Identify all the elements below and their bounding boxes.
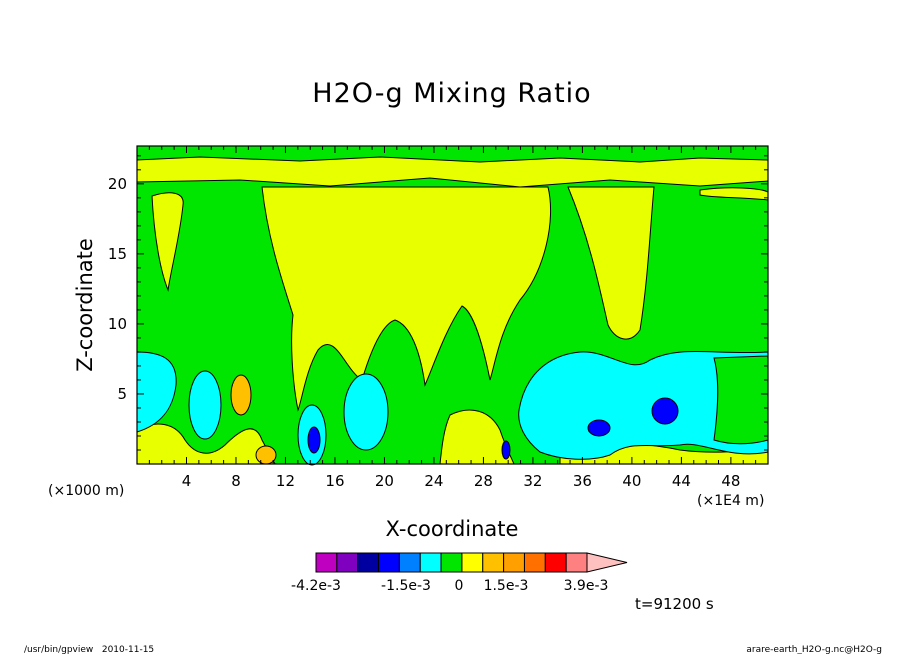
colorbar-swatch (419, 552, 442, 573)
contour-yellow-2 (567, 186, 655, 340)
colorbar-swatch (544, 552, 567, 573)
x-tick-label: 28 (474, 472, 493, 490)
colorbar-swatch (315, 552, 338, 573)
time-label: t=91200 s (635, 595, 714, 613)
x-tick-label: 24 (424, 472, 443, 490)
contour-yellow-center (261, 186, 552, 412)
y-tick-label: 5 (117, 385, 127, 403)
contour-cyan-5 (518, 351, 769, 460)
colorbar-swatch (461, 552, 484, 573)
plot-frame (136, 145, 769, 465)
x-tick-label: 4 (182, 472, 192, 490)
x-tick-label: 44 (672, 472, 691, 490)
contour-green-right (713, 355, 769, 445)
x-axis-label: X-coordinate (386, 517, 519, 541)
colorbar-label: -1.5e-3 (381, 578, 431, 594)
y-axis-label: Z-coordinate (73, 238, 97, 372)
x-tick-label: 16 (325, 472, 344, 490)
footer-right: arare-earth_H2O-g.nc@H2O-g (746, 645, 882, 654)
contour-blue-3 (587, 419, 611, 437)
colorbar-swatch (565, 552, 588, 573)
contour-cyan-2 (188, 370, 222, 440)
colorbar-label: 0 (455, 578, 464, 594)
y-tick-label: 15 (108, 245, 127, 263)
x-unit-label: (×1E4 m) (697, 493, 764, 509)
contour-yellow-bottom-left (136, 423, 276, 465)
footer-left: /usr/bin/gpview 2010-11-15 (24, 645, 154, 654)
colorbar-label: 3.9e-3 (564, 578, 609, 594)
colorbar-swatch (378, 552, 400, 573)
colorbar-label: 1.5e-3 (484, 578, 529, 594)
y-tick-label: 20 (108, 175, 127, 193)
colorbar-swatch (503, 552, 525, 573)
colorbar-swatch (336, 552, 359, 573)
x-tick-label: 8 (231, 472, 241, 490)
colorbar-swatch (440, 552, 463, 573)
contour-cyan-1 (136, 351, 177, 433)
x-tick-label: 36 (573, 472, 592, 490)
colorbar-labels: -4.2e-3 -1.5e-3 0 1.5e-3 3.9e-3 (291, 578, 608, 594)
x-axis: 4 8 12 16 20 24 28 32 36 40 44 48 (148, 146, 757, 490)
contour-yellow-1 (151, 192, 184, 292)
colorbar-label: -4.2e-3 (291, 578, 341, 594)
colorbar (315, 552, 628, 573)
contour-orange-1 (230, 374, 252, 416)
y-tick-label: 10 (108, 315, 127, 333)
contour-blue-2 (501, 440, 511, 460)
colorbar-swatch (523, 552, 546, 573)
contour-blue-1 (307, 426, 321, 454)
y-axis: 5 10 15 20 (108, 155, 768, 451)
contour-blue-4 (651, 397, 679, 425)
contour-cyan-4 (343, 373, 389, 451)
y-unit-label: (×1000 m) (48, 483, 124, 499)
x-tick-label: 40 (622, 472, 641, 490)
x-tick-label: 20 (375, 472, 394, 490)
colorbar-swatch (398, 552, 421, 573)
colorbar-swatch (482, 552, 505, 573)
x-tick-label: 48 (721, 472, 740, 490)
colorbar-swatch (357, 552, 380, 573)
chart-title: H2O-g Mixing Ratio (312, 78, 591, 109)
colorbar-arrow (586, 552, 628, 573)
x-tick-label: 12 (276, 472, 295, 490)
x-tick-label: 32 (523, 472, 542, 490)
